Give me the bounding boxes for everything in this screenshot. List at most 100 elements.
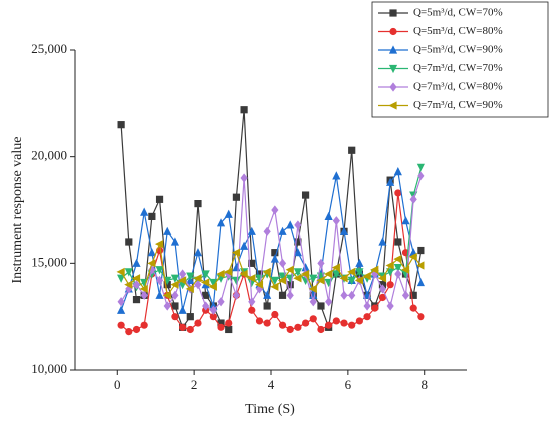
marker xyxy=(225,325,233,334)
marker xyxy=(247,226,256,235)
marker xyxy=(194,280,202,290)
marker xyxy=(416,277,425,287)
marker xyxy=(340,319,348,327)
marker xyxy=(325,321,333,329)
marker xyxy=(232,290,241,300)
marker xyxy=(278,291,287,299)
marker xyxy=(140,207,149,216)
marker xyxy=(294,323,302,331)
marker xyxy=(201,270,210,279)
marker xyxy=(231,248,241,257)
marker xyxy=(216,269,225,279)
marker xyxy=(394,238,402,246)
marker xyxy=(301,191,310,199)
marker xyxy=(186,325,194,334)
marker xyxy=(270,282,279,291)
marker xyxy=(216,218,226,227)
marker xyxy=(225,319,233,327)
marker xyxy=(400,265,410,274)
marker xyxy=(378,293,387,302)
marker xyxy=(316,276,325,285)
series xyxy=(116,240,425,300)
marker xyxy=(363,301,371,311)
marker xyxy=(409,291,417,299)
marker xyxy=(232,263,241,272)
marker xyxy=(209,313,217,321)
marker xyxy=(388,101,397,110)
marker xyxy=(194,319,202,327)
marker xyxy=(277,276,287,285)
marker xyxy=(417,171,425,181)
marker xyxy=(185,284,194,294)
marker xyxy=(208,282,217,291)
marker xyxy=(171,290,179,300)
marker xyxy=(163,301,171,311)
marker xyxy=(155,290,164,299)
marker xyxy=(224,267,233,276)
marker xyxy=(202,301,210,311)
marker xyxy=(347,276,356,285)
marker xyxy=(370,265,379,274)
legend-label: Q=7m³/d, CW=70% xyxy=(413,62,503,74)
marker xyxy=(155,195,164,203)
marker xyxy=(248,297,256,307)
marker xyxy=(117,121,125,129)
marker xyxy=(324,269,333,279)
marker xyxy=(293,274,302,283)
marker xyxy=(117,297,125,307)
x-axis-label: Time (S) xyxy=(245,402,295,417)
marker xyxy=(386,177,395,186)
marker xyxy=(286,220,295,229)
marker xyxy=(178,305,187,314)
marker xyxy=(255,317,264,325)
marker xyxy=(309,297,317,307)
marker xyxy=(309,315,317,323)
marker xyxy=(294,238,302,246)
marker xyxy=(125,238,133,246)
marker xyxy=(363,313,371,321)
legend-label: Q=5m³/d, CW=70% xyxy=(413,7,503,19)
marker xyxy=(240,173,248,183)
marker xyxy=(309,290,318,299)
marker xyxy=(202,291,210,299)
marker xyxy=(408,252,417,262)
y-tick-label: 15,000 xyxy=(31,254,67,269)
legend-label: Q=5m³/d, CW=90% xyxy=(413,44,503,56)
marker xyxy=(179,269,187,279)
marker xyxy=(317,302,325,310)
marker xyxy=(263,319,271,327)
marker xyxy=(389,82,397,92)
marker xyxy=(163,226,172,235)
y-tick-label: 10,000 xyxy=(31,361,67,376)
marker xyxy=(131,274,141,283)
x-tick-label: 0 xyxy=(114,377,121,392)
marker xyxy=(179,323,187,331)
marker xyxy=(201,278,210,287)
marker xyxy=(416,163,425,172)
marker xyxy=(389,27,397,36)
marker xyxy=(309,274,318,283)
legend-box xyxy=(371,1,549,118)
marker xyxy=(409,304,417,312)
y-tick-label: 20,000 xyxy=(31,148,67,163)
marker xyxy=(278,226,287,235)
marker xyxy=(116,267,125,276)
marker xyxy=(124,280,133,289)
marker xyxy=(401,216,410,225)
marker xyxy=(255,270,264,278)
marker xyxy=(193,248,203,257)
marker xyxy=(154,240,164,249)
x-tick-label: 6 xyxy=(345,377,352,392)
marker xyxy=(417,313,425,321)
marker xyxy=(155,275,164,285)
marker xyxy=(393,264,402,273)
marker xyxy=(186,272,195,281)
marker xyxy=(170,280,179,289)
marker xyxy=(232,193,241,201)
marker xyxy=(271,310,279,319)
marker xyxy=(331,263,340,272)
marker xyxy=(147,259,156,268)
marker xyxy=(293,268,303,277)
marker xyxy=(248,306,256,314)
marker xyxy=(401,290,410,300)
